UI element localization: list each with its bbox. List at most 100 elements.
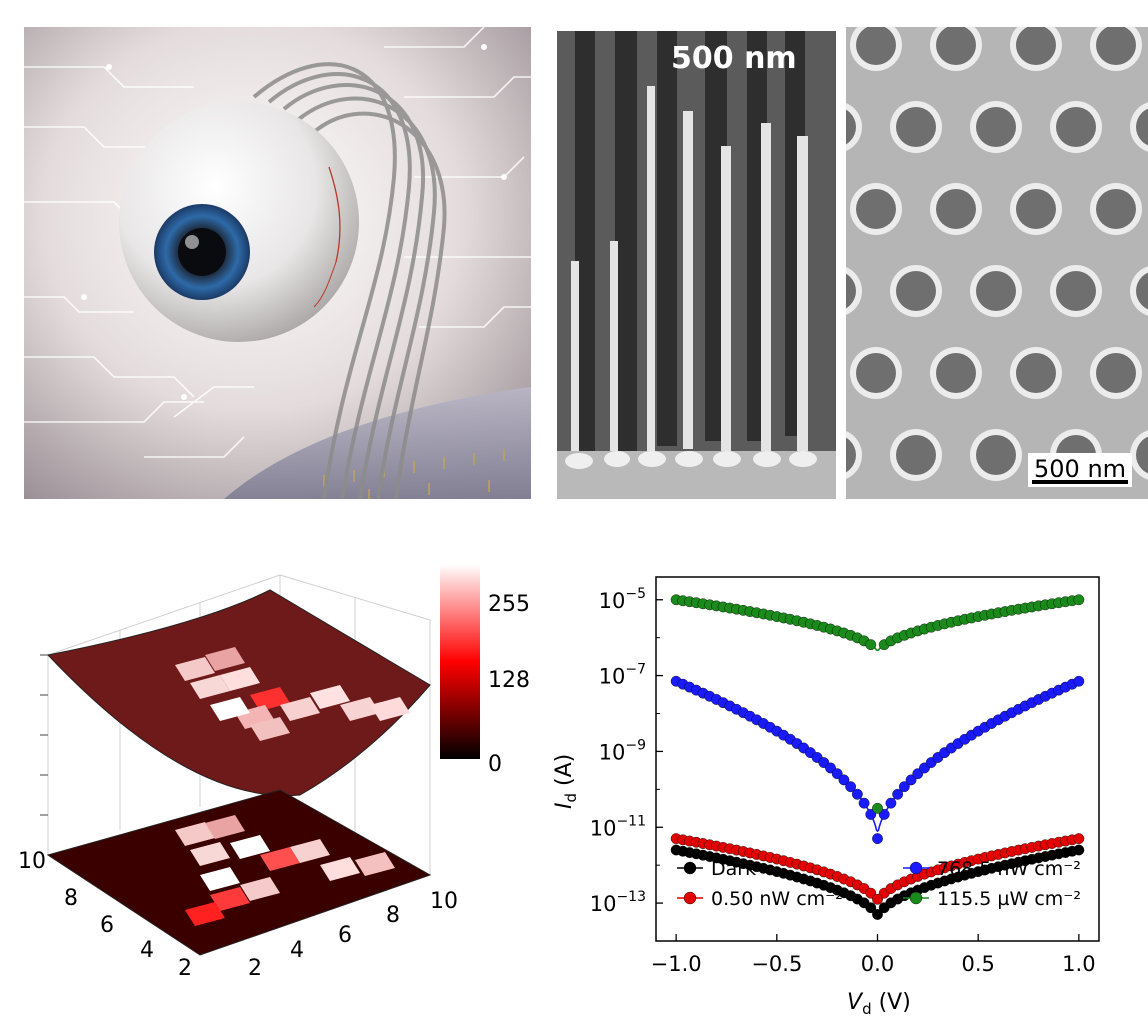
x-tick-label: 4 [290, 938, 304, 963]
pore [846, 109, 856, 145]
y-tick-label: 6 [100, 913, 114, 938]
y-tick-label: 10 [18, 849, 46, 874]
data-point [838, 774, 850, 786]
y-tick-label: 8 [64, 886, 78, 911]
legend-marker [683, 891, 697, 905]
data-point [865, 902, 877, 914]
legend-marker [909, 891, 923, 905]
y-tick-label: 10−7 [599, 662, 646, 689]
surface-cell [280, 697, 320, 721]
pores-group [846, 27, 1148, 481]
pore [976, 271, 1016, 311]
data-point [892, 788, 904, 800]
colorbar-tick-label: 0 [488, 752, 502, 777]
sem-nanowire-image: 500 nm [557, 31, 836, 499]
scale-bar-box: 500 nm [1028, 453, 1133, 487]
surface-cell [205, 647, 245, 671]
data-point [1073, 844, 1085, 856]
data-point [1073, 675, 1085, 687]
surface-cell [310, 685, 350, 709]
x-tick-label: 1.0 [1062, 952, 1095, 976]
iv-curves [670, 594, 1085, 920]
floor-cell [200, 867, 240, 891]
surface-cell [175, 657, 215, 681]
x-tick-label: 2 [248, 956, 262, 981]
y-tick-label: 10−13 [590, 889, 646, 916]
legend-label: Dark [711, 858, 756, 880]
pore [1096, 27, 1136, 65]
data-point [831, 768, 843, 780]
floor-cell [355, 852, 395, 876]
series [670, 594, 1085, 814]
surface-cell [190, 675, 230, 699]
series [670, 844, 1085, 920]
floor-cell [260, 847, 300, 871]
y-axis-subscript: d [562, 793, 580, 803]
pore [856, 27, 896, 65]
nanowire-array [557, 31, 836, 499]
sem-pore-image: 500 nm [846, 27, 1148, 499]
legend-marker [683, 861, 697, 875]
colorbar [440, 564, 480, 759]
data-point [885, 797, 897, 809]
colorbar-tick-label: 128 [488, 668, 530, 693]
pore [1056, 107, 1096, 147]
eye-illustration [24, 27, 531, 499]
axis-ticks: −1.0 −0.5 0.0 0.5 1.0 10−5 10−7 10−9 10−11 10−13 [590, 586, 1096, 976]
surface-cell [340, 697, 380, 721]
pore [1016, 353, 1056, 393]
colorbar-tick-label: 255 [488, 592, 530, 617]
data-point [905, 774, 917, 786]
x-tick-label: −0.5 [751, 952, 802, 976]
surface-cell [210, 697, 250, 721]
iv-chart: −1.0 −0.5 0.0 0.5 1.0 10−5 10−7 10−9 10−11 10−13 … [545, 555, 1148, 1036]
floor-cell [290, 839, 330, 863]
x-axis-unit: (V) [872, 990, 911, 1015]
legend-label: 0.50 nW cm⁻² [711, 888, 843, 910]
pore [1136, 108, 1148, 146]
y-tick-label: 10−9 [599, 737, 646, 764]
floor-cell [190, 842, 230, 866]
data-point [865, 887, 877, 899]
x-tick-label: 6 [338, 923, 352, 948]
surface-plot: 10 8 6 4 2 2 4 6 8 10 255 128 0 [0, 555, 545, 1036]
floor-cell [230, 835, 270, 859]
y-tick-label: 4 [140, 938, 154, 963]
y-axis-unit: (A) [552, 754, 577, 793]
pore [1136, 272, 1148, 310]
data-point [851, 788, 863, 800]
pore [846, 273, 856, 309]
scale-bar [1032, 480, 1129, 484]
data-point [898, 781, 910, 793]
series [670, 833, 1085, 905]
legend-label: 115.5 µW cm⁻² [937, 888, 1081, 910]
plot-frame [655, 576, 1100, 942]
pore [1096, 189, 1136, 229]
surface-cell [220, 667, 260, 691]
data-point [865, 639, 877, 651]
pore [856, 189, 896, 229]
x-axis-label: Vd (V) [847, 990, 911, 1018]
pore [1136, 436, 1148, 474]
iv-chart-canvas: −1.0 −0.5 0.0 0.5 1.010−510−710−910−1110−13 … [552, 576, 1100, 1018]
surface-cells [175, 647, 410, 741]
scale-label: 500 nm [1034, 455, 1127, 483]
pore [936, 189, 976, 229]
pore [846, 437, 856, 473]
data-point [858, 797, 870, 809]
data-point [1073, 594, 1085, 606]
floor-cell [240, 877, 280, 901]
pore [936, 353, 976, 393]
pore [1016, 189, 1056, 229]
surface-cell [370, 697, 410, 721]
bionic-eye-image [24, 27, 531, 499]
legend-marker [909, 861, 923, 875]
floor-cells [175, 815, 395, 926]
pore [896, 271, 936, 311]
legend: Dark 0.50 nW cm⁻² 768.5 nW cm⁻² 115.5 µW cm… [677, 858, 1081, 910]
data-point [872, 833, 883, 845]
pore [896, 435, 936, 475]
x-tick-label: 0.5 [961, 952, 994, 976]
pore [1016, 27, 1056, 65]
data-point [845, 781, 857, 793]
